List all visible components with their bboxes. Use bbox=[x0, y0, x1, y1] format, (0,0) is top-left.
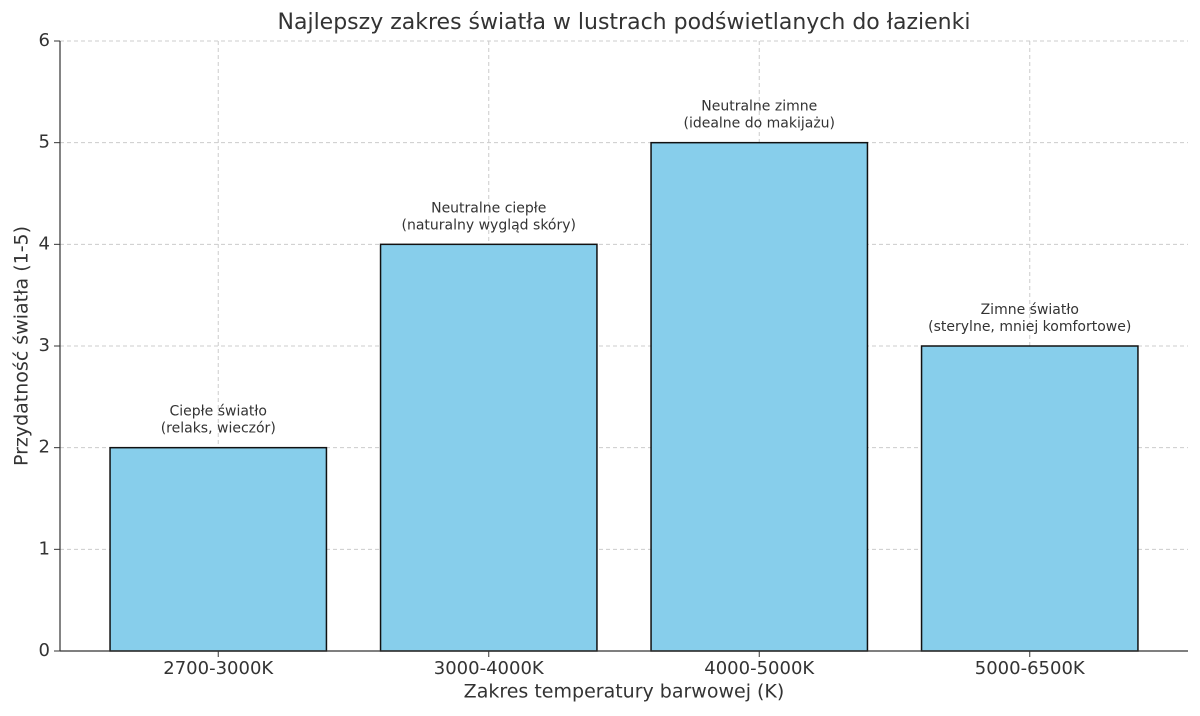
y-tick-label: 5 bbox=[39, 132, 50, 153]
annotation: (idealne do makijażu) bbox=[683, 116, 835, 132]
y-tick-label: 3 bbox=[39, 335, 50, 356]
y-tick-label: 2 bbox=[39, 437, 50, 458]
bar bbox=[650, 141, 869, 652]
annotation: Ciepłe światło bbox=[170, 404, 267, 420]
y-tick-label: 6 bbox=[39, 30, 50, 51]
chart-title: Najlepszy zakres światła w lustrach podś… bbox=[278, 10, 971, 35]
annotation: (sterylne, mniej komfortowe) bbox=[928, 319, 1131, 335]
bar bbox=[379, 243, 598, 652]
x-tick-label: 5000-6500K bbox=[975, 658, 1086, 679]
y-axis-label: Przydatność światła (1-5) bbox=[11, 226, 33, 466]
y-tick-label: 4 bbox=[39, 233, 50, 254]
annotation: Zimne światło bbox=[981, 302, 1079, 318]
bar bbox=[920, 345, 1139, 652]
annotation: (relaks, wieczór) bbox=[161, 421, 276, 437]
x-tick-label: 3000-4000K bbox=[434, 658, 545, 679]
x-tick-label: 2700-3000K bbox=[163, 658, 274, 679]
x-axis-label: Zakres temperatury barwowej (K) bbox=[464, 681, 785, 703]
annotation: Neutralne zimne bbox=[701, 99, 817, 115]
x-tick-label: 4000-5000K bbox=[704, 658, 815, 679]
annotation: Neutralne ciepłe bbox=[431, 200, 546, 216]
annotation: (naturalny wygląd skóry) bbox=[401, 217, 576, 233]
y-tick-label: 0 bbox=[39, 640, 50, 661]
y-tick-label: 1 bbox=[39, 538, 50, 559]
bar bbox=[109, 446, 328, 652]
